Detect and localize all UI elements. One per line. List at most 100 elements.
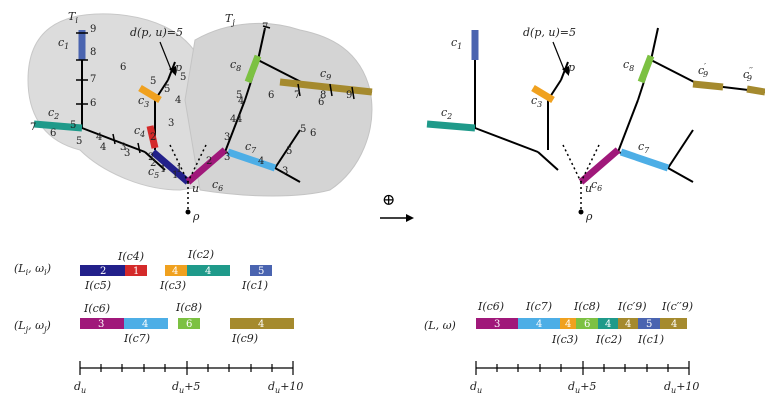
lj-weight-3: 6 bbox=[186, 319, 192, 330]
li-weight-1: 2 bbox=[100, 266, 106, 277]
label-lj: (Lj, ωj) bbox=[14, 319, 51, 334]
edge-weight: 3 bbox=[224, 132, 230, 143]
l-bottom-c1: I(c1) bbox=[637, 333, 664, 346]
label-u-left: u bbox=[192, 182, 199, 195]
edge-weight: 7 bbox=[30, 122, 36, 133]
lj-weight-2: 4 bbox=[142, 319, 148, 330]
edge-weight: 4 bbox=[238, 96, 244, 107]
label-li: (Li, ωi) bbox=[14, 262, 51, 277]
edge-weight: 7 bbox=[294, 90, 300, 101]
right-tree: d(p, u)=5 p u ρ c1 c2 c3 c6 c7 c8 c′ 9 c′… bbox=[426, 26, 765, 223]
left-axis-end: du+10 bbox=[268, 380, 303, 395]
l-top-c6: I(c6) bbox=[477, 300, 504, 313]
edge-weight: 4 bbox=[96, 132, 102, 143]
label-rho-left: ρ bbox=[192, 210, 200, 223]
edge-weight: 6 bbox=[90, 98, 96, 109]
l-weight-7: 5 bbox=[646, 319, 652, 330]
lj-bar: 3 4 6 4 bbox=[80, 318, 294, 330]
label-dist-right: d(p, u)=5 bbox=[523, 26, 576, 39]
edge-weight: 6 bbox=[268, 90, 274, 101]
l-weight-4: 6 bbox=[584, 319, 590, 330]
edge-weight: 4 bbox=[175, 95, 181, 106]
edge-weight: 9 bbox=[346, 90, 352, 101]
label-c8-left: c8 bbox=[230, 58, 241, 73]
label-tj: Tj bbox=[225, 12, 235, 27]
right-axis-end: du+10 bbox=[664, 380, 699, 395]
label-c2-right: c2 bbox=[441, 106, 452, 121]
label-p-right: p bbox=[568, 61, 575, 74]
arrow-dist-left-head bbox=[169, 66, 176, 76]
label-l: (L, ω) bbox=[424, 319, 456, 332]
oplus-symbol: ⊕ bbox=[382, 190, 395, 209]
edge-weight: 1 bbox=[172, 170, 178, 181]
l-weight-6: 4 bbox=[625, 319, 631, 330]
label-c9p-right: c′ 9 bbox=[698, 62, 708, 79]
edge-weight: 5 bbox=[236, 90, 242, 101]
chain-c6 bbox=[185, 147, 228, 185]
chain-c7 bbox=[226, 148, 277, 172]
chain-c2 bbox=[33, 120, 83, 132]
left-axis-mid: du+5 bbox=[172, 380, 200, 395]
label-rho-right: ρ bbox=[585, 210, 593, 223]
label-c2-left: c2 bbox=[48, 106, 59, 121]
lj-bottom-c9: I(c9) bbox=[231, 332, 258, 345]
left-chains bbox=[33, 30, 373, 185]
l-weight-8: 4 bbox=[671, 319, 677, 330]
left-dotted bbox=[169, 144, 207, 212]
li-top-c2: I(c2) bbox=[187, 248, 214, 261]
li-top-c4: I(c4) bbox=[117, 250, 144, 263]
edge-weight: 9 bbox=[90, 24, 96, 35]
edge-weight: 5 bbox=[76, 136, 82, 147]
l-top-c8: I(c8) bbox=[573, 300, 600, 313]
l-weight-1: 3 bbox=[494, 319, 500, 330]
label-c7-right: c7 bbox=[638, 140, 650, 155]
label-c6-left: c6 bbox=[212, 178, 223, 193]
li-bottom-c1: I(c1) bbox=[241, 279, 268, 292]
edge-weight: 2 bbox=[206, 156, 212, 167]
li-weight-2: 1 bbox=[133, 266, 139, 277]
left-ticks bbox=[76, 25, 355, 154]
right-axis-start: du bbox=[470, 380, 482, 395]
edge-weight: 5 bbox=[286, 146, 292, 157]
li-weight-4: 4 bbox=[205, 266, 211, 277]
label-c7-left: c7 bbox=[245, 140, 257, 155]
lj-weight-1: 3 bbox=[98, 319, 104, 330]
edge-weight: 7 bbox=[262, 22, 268, 33]
label-c6-right: c6 bbox=[591, 178, 602, 193]
label-c1-right: c1 bbox=[451, 36, 462, 51]
lj-top-c6: I(c6) bbox=[83, 302, 110, 315]
label-p-left: p bbox=[175, 61, 182, 74]
edge-weight: 2 bbox=[150, 132, 156, 143]
edge-weight: 5 bbox=[180, 72, 186, 83]
edge-weight: 6 bbox=[310, 128, 316, 139]
edge-weight: 3 bbox=[120, 142, 126, 153]
chain-c4 bbox=[146, 125, 159, 149]
l-weight-5: 4 bbox=[605, 319, 611, 330]
edge-weight: 3 bbox=[282, 166, 288, 177]
l-top-c9p: I(c′9) bbox=[617, 300, 647, 313]
edge-weight: 3 bbox=[124, 148, 130, 159]
edge-weight: 8 bbox=[90, 47, 96, 58]
edge-weight: 2 bbox=[150, 158, 156, 169]
li-weight-5: 5 bbox=[258, 266, 264, 277]
l-top-c7: I(c7) bbox=[525, 300, 552, 313]
edge-weight: 1 bbox=[160, 164, 166, 175]
edge-weight: 5 bbox=[300, 124, 306, 135]
label-ti: Ti bbox=[68, 10, 78, 25]
edge-weight: 4 bbox=[100, 142, 106, 153]
left-tree: Ti Tj d(p, u)=5 p u ρ c1 c2 c3 c4 c5 c6 … bbox=[27, 10, 373, 223]
l-top-c9pp: I(c′′9) bbox=[661, 300, 693, 313]
edge-weight: 5 bbox=[70, 120, 76, 131]
label-c4-left: c4 bbox=[134, 124, 145, 139]
right-axis bbox=[475, 361, 690, 375]
label-c3-left: c3 bbox=[138, 94, 149, 109]
edge-weight: 6 bbox=[120, 62, 126, 73]
root-rho-left bbox=[185, 209, 191, 215]
l-weight-2: 4 bbox=[536, 319, 542, 330]
label-c1-left: c1 bbox=[58, 36, 69, 51]
chain-c5 bbox=[150, 149, 191, 185]
label-c5-left: c5 bbox=[148, 165, 159, 180]
l-weight-3: 4 bbox=[565, 319, 571, 330]
